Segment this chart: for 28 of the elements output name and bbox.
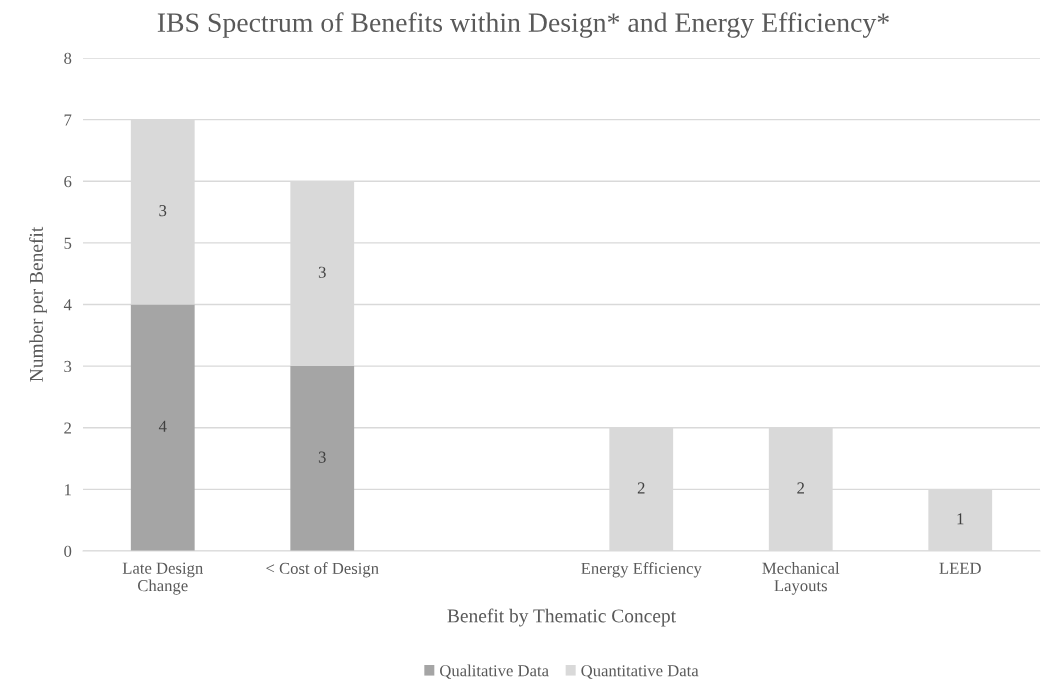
x-tick-label: LEED (939, 562, 981, 574)
data-label: 2 (637, 482, 645, 494)
data-label: 1 (957, 513, 964, 525)
chart-title: IBS Spectrum of Benefits within Design* and Energy Efficiency* (157, 12, 889, 38)
legend-label: Quantitative Data (581, 665, 699, 679)
data-label: 2 (797, 482, 804, 494)
y-tick-label: 3 (64, 360, 72, 373)
x-axis-title: Benefit by Thematic Concept (447, 608, 676, 627)
data-label: 4 (158, 420, 167, 432)
y-tick-label: 4 (63, 299, 72, 311)
y-tick-label: 8 (64, 52, 72, 64)
y-tick-label: 1 (65, 484, 71, 496)
x-tick-label: Energy Efficiency (581, 562, 702, 578)
y-axis-title: Number per Benefit (29, 226, 47, 382)
y-tick-label: 2 (64, 422, 71, 434)
x-tick-label: < Cost of Design (266, 562, 379, 578)
data-label: 3 (159, 205, 167, 217)
y-tick-label: 5 (64, 237, 72, 249)
y-tick-label: 0 (64, 545, 72, 557)
x-tick-label: Late Design Change (122, 562, 203, 595)
data-label: 3 (318, 451, 326, 463)
y-tick-label: 7 (64, 114, 72, 126)
bar (290, 366, 355, 551)
data-label: 3 (318, 266, 326, 278)
y-tick-label: 6 (64, 176, 72, 188)
x-tick-label: Mechanical Layouts (762, 562, 840, 595)
legend-label: Qualitative Data (440, 664, 549, 679)
bar (130, 304, 195, 551)
